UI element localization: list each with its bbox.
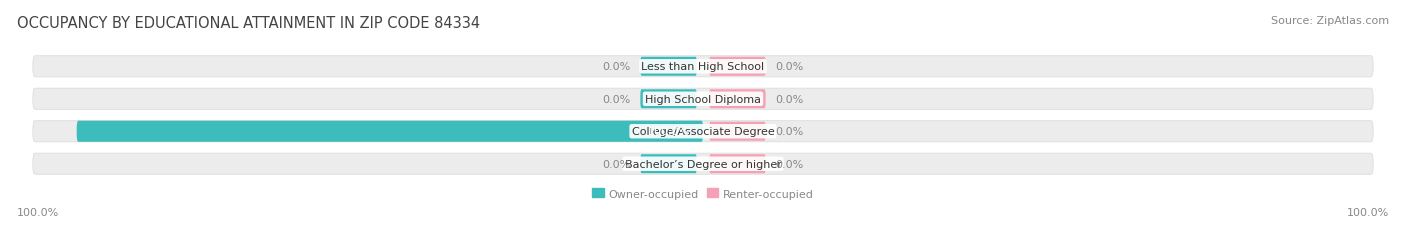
FancyBboxPatch shape [640, 58, 697, 76]
FancyBboxPatch shape [640, 90, 697, 109]
Text: College/Associate Degree: College/Associate Degree [631, 127, 775, 137]
FancyBboxPatch shape [32, 57, 1374, 77]
Text: Bachelor’s Degree or higher: Bachelor’s Degree or higher [624, 159, 782, 169]
Text: High School Diploma: High School Diploma [645, 94, 761, 104]
FancyBboxPatch shape [32, 89, 1374, 110]
FancyBboxPatch shape [709, 58, 766, 76]
Text: 0.0%: 0.0% [603, 159, 631, 169]
Legend: Owner-occupied, Renter-occupied: Owner-occupied, Renter-occupied [588, 184, 818, 203]
Text: Less than High School: Less than High School [641, 62, 765, 72]
Text: 0.0%: 0.0% [775, 62, 803, 72]
FancyBboxPatch shape [32, 153, 1374, 175]
Text: 100.0%: 100.0% [17, 207, 59, 217]
FancyBboxPatch shape [640, 155, 697, 173]
Text: 100.0%: 100.0% [1347, 207, 1389, 217]
Text: OCCUPANCY BY EDUCATIONAL ATTAINMENT IN ZIP CODE 84334: OCCUPANCY BY EDUCATIONAL ATTAINMENT IN Z… [17, 16, 479, 31]
FancyBboxPatch shape [77, 121, 703, 142]
FancyBboxPatch shape [709, 122, 766, 141]
Text: 0.0%: 0.0% [775, 127, 803, 137]
Text: Source: ZipAtlas.com: Source: ZipAtlas.com [1271, 16, 1389, 26]
Text: 0.0%: 0.0% [775, 94, 803, 104]
FancyBboxPatch shape [32, 121, 1374, 142]
Text: 100.0%: 100.0% [648, 127, 690, 137]
FancyBboxPatch shape [709, 155, 766, 173]
Text: 0.0%: 0.0% [775, 159, 803, 169]
Text: 0.0%: 0.0% [603, 62, 631, 72]
Text: 0.0%: 0.0% [603, 94, 631, 104]
FancyBboxPatch shape [709, 90, 766, 109]
